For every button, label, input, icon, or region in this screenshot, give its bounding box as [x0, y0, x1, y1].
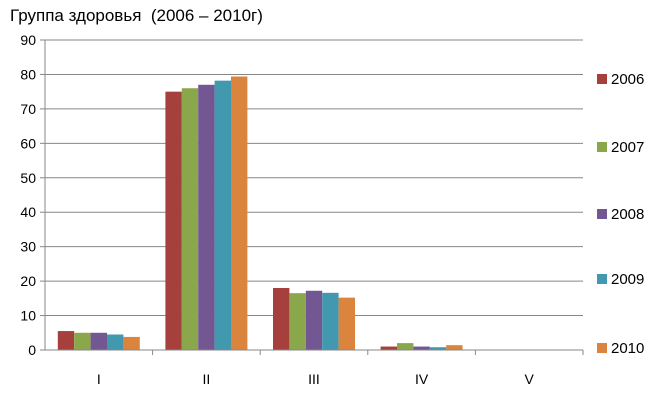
legend-swatch: [597, 274, 607, 284]
bar-2008-II: [198, 84, 215, 351]
legend-label: 2009: [611, 270, 645, 288]
x-tick-label: II: [203, 371, 211, 387]
bar-2008-III: [305, 290, 323, 350]
y-tick-label: 80: [20, 66, 36, 82]
y-tick-label: 40: [20, 204, 36, 220]
bar-2006-I: [57, 331, 75, 350]
legend-swatch: [597, 209, 607, 219]
legend-label: 2010: [611, 339, 645, 357]
bar-2006-III: [273, 288, 290, 350]
y-tick-label: 90: [20, 32, 36, 48]
bar-2008-IV: [413, 346, 430, 350]
legend-swatch: [597, 142, 607, 152]
legend-swatch: [597, 343, 607, 353]
y-tick-label: 60: [20, 135, 36, 151]
bar-2009-III: [322, 292, 339, 350]
legend-label: 2006: [611, 70, 645, 88]
chart-title: Группа здоровья (2006 – 2010г): [10, 6, 263, 25]
bar-2010-II: [231, 76, 248, 350]
bar-2010-III: [338, 297, 355, 350]
x-tick-label: III: [308, 371, 320, 387]
bars: [57, 76, 463, 351]
bar-2007-III: [289, 293, 306, 350]
y-tick-label: 50: [20, 170, 36, 186]
bar-2008-I: [90, 332, 107, 350]
y-tick-label: 30: [20, 239, 36, 255]
bar-2009-IV: [429, 347, 447, 350]
legend-item-2010: 2010: [597, 339, 645, 357]
x-tick-label: V: [525, 371, 535, 387]
x-tick-label: IV: [415, 371, 429, 387]
y-tick-label: 10: [20, 308, 36, 324]
bar-2007-I: [74, 332, 91, 350]
gridlines: [45, 39, 583, 317]
legend-item-2007: 2007: [597, 138, 645, 156]
legend-item-2009: 2009: [597, 270, 645, 288]
bar-2009-II: [214, 80, 231, 351]
legend-item-2008: 2008: [597, 205, 645, 223]
bar-2006-II: [165, 91, 182, 351]
legend-item-2006: 2006: [597, 70, 645, 88]
x-tick-label: I: [97, 371, 101, 387]
bar-2007-II: [181, 88, 199, 350]
legend-label: 2007: [611, 138, 645, 156]
legend-swatch: [597, 74, 607, 84]
bar-2010-IV: [446, 345, 463, 350]
bar-2006-IV: [380, 346, 397, 350]
y-tick-label: 20: [20, 273, 36, 289]
y-tick-label: 0: [28, 342, 36, 358]
y-tick-label: 70: [20, 101, 36, 117]
bar-2007-IV: [397, 343, 414, 350]
legend-label: 2008: [611, 205, 645, 223]
bar-2009-I: [107, 334, 124, 350]
bar-2010-I: [123, 336, 140, 350]
